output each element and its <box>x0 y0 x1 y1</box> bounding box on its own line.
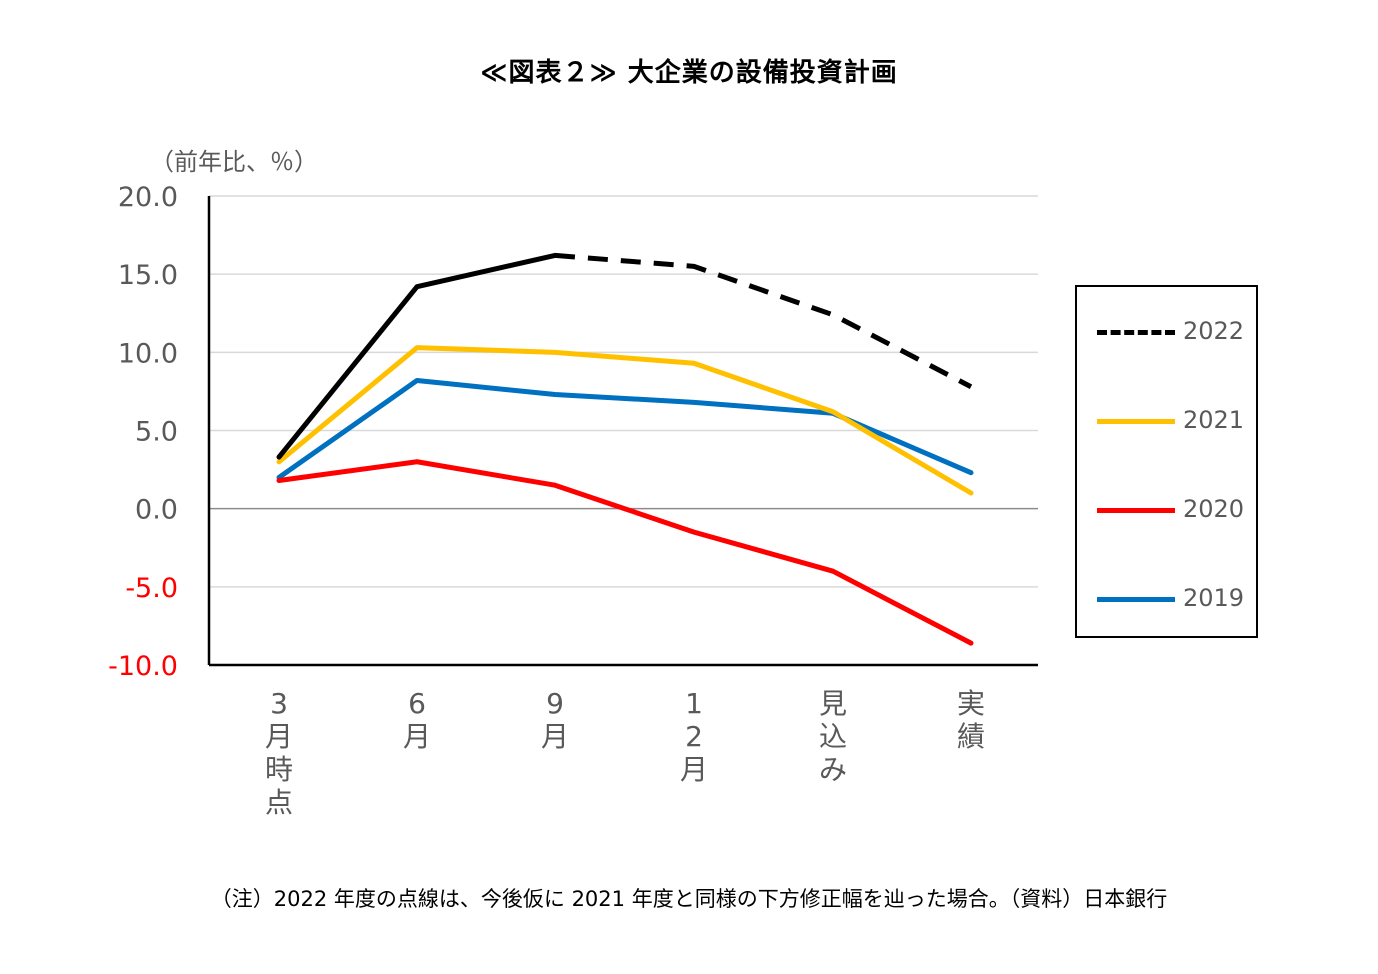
chart-title: ≪図表２≫ 大企業の設備投資計画 <box>480 58 898 88</box>
x-tick-glyph: 月 <box>541 720 569 753</box>
x-tick-label: 9月 <box>541 687 569 753</box>
legend-item-2019: 2019 <box>1097 583 1257 613</box>
x-tick-label: 実績 <box>957 687 985 753</box>
x-tick-glyph: 2 <box>685 720 703 753</box>
x-tick-glyph: 実 <box>957 687 985 720</box>
legend-swatch-2022 <box>1097 330 1175 335</box>
x-tick-label: 12月 <box>680 687 708 786</box>
legend-swatch-2021 <box>1097 419 1175 424</box>
x-tick-glyph: 時 <box>265 753 293 786</box>
legend-label-2020: 2020 <box>1183 495 1245 523</box>
legend-swatch-2019 <box>1097 597 1175 602</box>
x-tick-label: 6月 <box>403 687 431 753</box>
x-tick-glyph: 点 <box>265 786 293 819</box>
series-line-2022-solid <box>276 252 558 460</box>
x-tick-glyph: 月 <box>680 753 708 786</box>
y-axis-unit-label: （前年比、％） <box>150 148 318 176</box>
x-tick-glyph: 績 <box>957 720 985 753</box>
x-tick-glyph: 9 <box>546 687 564 720</box>
x-tick-glyph: み <box>819 753 847 786</box>
series-line-2020 <box>276 459 974 646</box>
x-tick-glyph: 3 <box>270 687 288 720</box>
y-tick-labels: 20.0 15.0 10.0 5.0 0.0 -5.0 -10.0 <box>108 182 178 682</box>
x-tick-glyph: 6 <box>408 687 426 720</box>
series-lines <box>276 252 974 646</box>
x-tick-glyph: 月 <box>403 720 431 753</box>
series-line-2019 <box>276 377 974 480</box>
footnote: （注）2022 年度の点線は、今後仮に 2021 年度と同様の下方修正幅を辿った… <box>210 887 1168 911</box>
x-tick-glyph: 見 <box>819 687 847 720</box>
axes <box>207 196 1038 667</box>
x-tick-glyph: 込 <box>819 720 847 753</box>
legend-label-2022: 2022 <box>1183 317 1245 345</box>
y-tick-label: -5.0 <box>125 573 178 604</box>
legend-swatch-2020 <box>1097 508 1175 513</box>
y-tick-label: 5.0 <box>135 417 178 448</box>
y-tick-label: 10.0 <box>118 338 178 369</box>
y-tick-label: 15.0 <box>118 260 178 291</box>
legend-item-2020: 2020 <box>1097 494 1257 524</box>
x-tick-glyph: 1 <box>685 687 703 720</box>
y-tick-label: 20.0 <box>118 182 178 213</box>
series-line-2022-dashed <box>554 252 973 389</box>
legend-label-2019: 2019 <box>1183 584 1245 612</box>
x-tick-label: 見込み <box>819 687 847 786</box>
legend-item-2022: 2022 <box>1097 316 1257 346</box>
legend: 2022 2021 2020 2019 <box>1075 285 1258 638</box>
y-tick-label: 0.0 <box>135 495 178 526</box>
x-tick-glyph: 月 <box>265 720 293 753</box>
legend-label-2021: 2021 <box>1183 406 1245 434</box>
series-line-2021 <box>276 345 974 496</box>
y-tick-label: -10.0 <box>108 651 178 682</box>
legend-item-2021: 2021 <box>1097 405 1257 435</box>
